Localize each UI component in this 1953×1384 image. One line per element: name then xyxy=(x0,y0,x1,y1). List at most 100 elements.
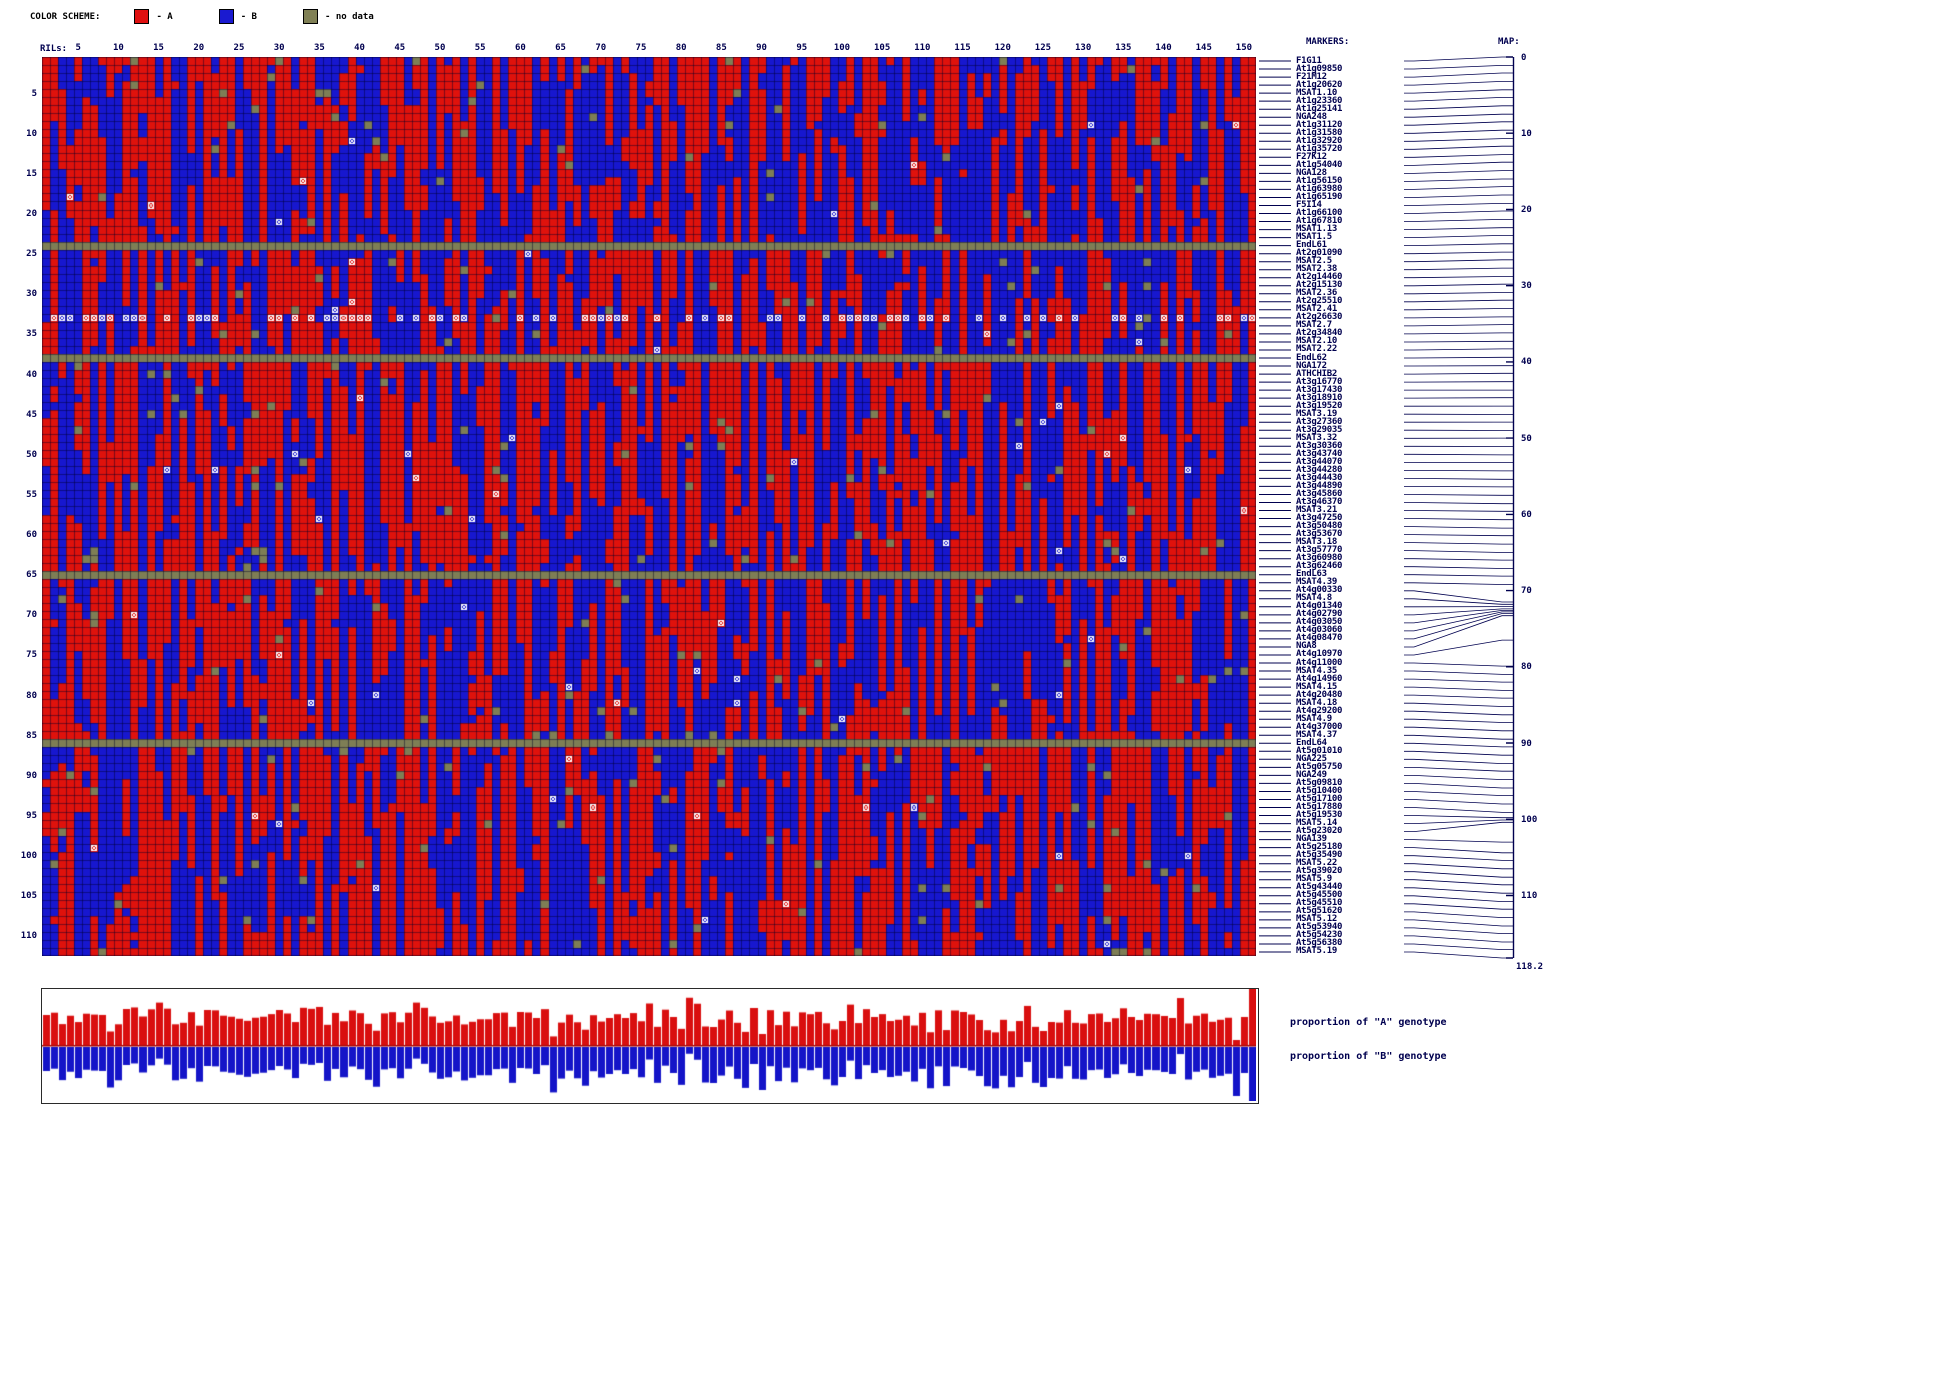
marker-label: At3g47250 xyxy=(1296,513,1343,524)
ril-tick: 140 xyxy=(1155,43,1172,53)
proportion-b-label: proportion of "B" genotype xyxy=(1290,1051,1447,1062)
marker-tick-dashes xyxy=(1259,60,1291,953)
marker-label: At4g08470 xyxy=(1296,633,1343,644)
marker-label: At1g25141 xyxy=(1296,103,1343,114)
proportion-a-label: proportion of "A" genotype xyxy=(1290,1017,1447,1028)
ril-tick: 75 xyxy=(635,43,647,53)
marker-label: At3g18910 xyxy=(1296,392,1343,403)
row-tick: 65 xyxy=(26,570,37,581)
row-tick: 100 xyxy=(20,851,37,862)
map-tick: 90 xyxy=(1521,738,1532,749)
marker-label: MSAT2.7 xyxy=(1296,320,1332,331)
marker-label: MSAT3.32 xyxy=(1296,432,1337,443)
marker-label: At4g00330 xyxy=(1296,585,1343,596)
marker-label: At5g51620 xyxy=(1296,906,1343,917)
row-tick: 35 xyxy=(26,329,37,340)
ril-tick: 55 xyxy=(474,43,486,53)
marker-label: At3g17430 xyxy=(1296,384,1343,395)
map-tick: 60 xyxy=(1521,509,1532,520)
marker-label: At2g26630 xyxy=(1296,312,1343,323)
color-scheme-legend: COLOR SCHEME: - A - B - no data xyxy=(30,9,420,24)
marker-label: At5g23020 xyxy=(1296,826,1343,837)
map-tick: 100 xyxy=(1521,814,1538,825)
marker-label: MSAT2.36 xyxy=(1296,288,1337,299)
ril-tick: 5 xyxy=(75,43,81,53)
row-tick: 110 xyxy=(20,931,37,942)
row-tick: 90 xyxy=(26,770,37,781)
marker-label: MSAT4.9 xyxy=(1296,713,1332,724)
ril-tick: 45 xyxy=(394,43,406,53)
marker-label: F5I14 xyxy=(1296,199,1322,210)
marker-label: MSAT5.19 xyxy=(1296,946,1337,957)
marker-label: At3g44430 xyxy=(1296,472,1343,483)
ril-tick: 40 xyxy=(354,43,365,53)
markers-header: MARKERS: xyxy=(1306,37,1350,47)
legend-item-b: - B xyxy=(218,9,257,24)
map-tick: 20 xyxy=(1521,204,1532,215)
ril-tick: 135 xyxy=(1115,43,1132,53)
marker-label: At4g01340 xyxy=(1296,601,1343,612)
marker-label: MSAT5.9 xyxy=(1296,874,1332,885)
marker-label: At1g09850 xyxy=(1296,63,1343,74)
marker-label: MSAT1.10 xyxy=(1296,87,1337,98)
legend-swatch-no-data xyxy=(302,9,318,24)
marker-label: At5g09810 xyxy=(1296,777,1343,788)
row-tick: 70 xyxy=(26,610,37,621)
marker-label: MSAT4.18 xyxy=(1296,697,1337,708)
marker-label: MSAT3.21 xyxy=(1296,505,1337,515)
row-tick: 85 xyxy=(26,730,37,741)
marker-label: At3g29035 xyxy=(1296,424,1343,435)
marker-label: At3g57770 xyxy=(1296,545,1343,556)
row-tick: 45 xyxy=(26,409,37,420)
marker-label: At4g11000 xyxy=(1296,657,1343,668)
marker-label: At3g19520 xyxy=(1296,400,1343,411)
ril-tick: 105 xyxy=(874,43,891,53)
marker-label: MSAT2.5 xyxy=(1296,256,1332,267)
rils-axis-label: RILs: xyxy=(40,44,68,54)
marker-label: At4g29200 xyxy=(1296,705,1343,716)
ril-tick: 130 xyxy=(1075,43,1092,53)
marker-label: F21M12 xyxy=(1296,71,1327,82)
marker-label: MSAT5.22 xyxy=(1296,858,1337,869)
marker-label: At1g20620 xyxy=(1296,79,1343,90)
marker-label: F27K12 xyxy=(1296,151,1327,162)
marker-label: At2g34840 xyxy=(1296,328,1343,339)
marker-label: MSAT5.12 xyxy=(1296,914,1337,925)
map-tick: 80 xyxy=(1521,662,1532,673)
ril-tick: 85 xyxy=(715,43,727,53)
marker-label: EndL61 xyxy=(1296,240,1327,251)
row-tick: 5 xyxy=(31,88,37,99)
marker-label: At1g63980 xyxy=(1296,183,1343,194)
marker-label: At3g60980 xyxy=(1296,553,1343,564)
row-tick: 75 xyxy=(26,650,37,661)
marker-label: At3g50480 xyxy=(1296,521,1343,532)
legend-title: COLOR SCHEME: xyxy=(30,11,101,22)
marker-label: At5g56380 xyxy=(1296,938,1343,949)
legend-item-no-data: - no data xyxy=(302,9,374,24)
marker-label: At2g01090 xyxy=(1296,248,1343,259)
marker-label: MSAT4.8 xyxy=(1296,593,1332,604)
marker-label: At4g37000 xyxy=(1296,721,1343,732)
ril-tick: 145 xyxy=(1195,43,1212,53)
marker-label: MSAT4.37 xyxy=(1296,729,1337,740)
marker-label: At1g23360 xyxy=(1296,95,1343,106)
marker-label: At5g10400 xyxy=(1296,785,1343,796)
marker-label: NGA172 xyxy=(1296,360,1327,371)
marker-label: NGA128 xyxy=(1296,167,1327,178)
marker-label: At5g43440 xyxy=(1296,882,1343,893)
marker-label: NGA249 xyxy=(1296,769,1327,780)
marker-label: At1g35720 xyxy=(1296,143,1343,154)
marker-label: At4g10970 xyxy=(1296,649,1343,660)
ril-tick: 150 xyxy=(1235,43,1253,53)
row-tick: 105 xyxy=(20,891,37,902)
map-tick: 0 xyxy=(1521,52,1527,63)
legend-label-b: - B xyxy=(240,11,257,22)
map-tick: 30 xyxy=(1521,281,1532,292)
marker-label: NGA8 xyxy=(1296,641,1317,652)
ril-tick: 115 xyxy=(954,43,971,53)
marker-label: At4g03050 xyxy=(1296,617,1343,628)
marker-label: At3g62460 xyxy=(1296,561,1343,572)
ril-tick: 25 xyxy=(233,43,245,53)
marker-label: MSAT2.10 xyxy=(1296,336,1337,347)
ril-tick: 80 xyxy=(675,43,687,53)
